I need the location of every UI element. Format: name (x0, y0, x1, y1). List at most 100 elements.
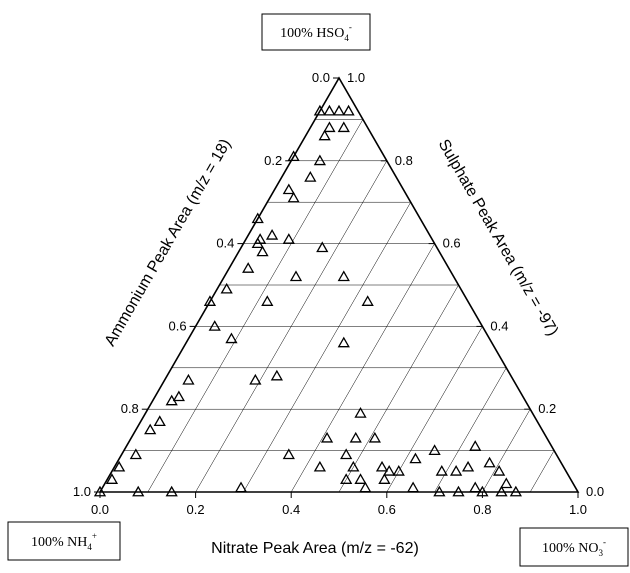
data-point (509, 485, 522, 497)
x-tick-label: 0.4 (282, 502, 300, 517)
data-point (483, 456, 496, 468)
x-tick-label: 0.8 (473, 502, 491, 517)
data-point (449, 464, 463, 476)
data-point (282, 448, 295, 460)
data-point (433, 485, 446, 497)
corner-sub: 3 (598, 548, 603, 558)
x-tick-label: 1.0 (569, 502, 587, 517)
data-point (234, 481, 248, 493)
data-point (282, 233, 295, 244)
right-tick-label: 0.8 (395, 153, 413, 168)
x-tick-label: 0.2 (187, 502, 205, 517)
data-point (452, 485, 465, 497)
left-axis-title: Ammonium Peak Area (m/z = 18) (102, 136, 235, 349)
data-point (469, 481, 482, 493)
grid-line (243, 202, 411, 493)
data-point (287, 150, 300, 162)
data-point (251, 212, 264, 224)
data-point (165, 485, 178, 497)
grid-line (386, 326, 483, 493)
data-point (323, 121, 336, 133)
x-tick-label: 0.6 (378, 502, 396, 517)
data-point (225, 332, 238, 344)
data-point (318, 129, 331, 141)
grid-line (338, 284, 459, 493)
data-point (282, 183, 295, 195)
data-point (287, 191, 300, 203)
data-point (337, 336, 350, 348)
data-point (409, 452, 422, 464)
data-point (153, 415, 166, 427)
data-point (340, 473, 353, 484)
data-point (172, 390, 185, 402)
corner-sup: - (349, 22, 352, 32)
data-point (368, 431, 381, 443)
right-tick-label: 1.0 (347, 70, 365, 85)
data-point (182, 373, 195, 385)
data-point (361, 295, 374, 306)
grid-line (482, 409, 531, 493)
data-point (406, 481, 420, 493)
corner-label: 100% NH4+ (31, 531, 97, 552)
corner-box (261, 13, 371, 51)
corner-label: 100% HSO4- (280, 22, 352, 43)
right-tick-label: 0.4 (490, 318, 508, 333)
corner-sub: 4 (344, 33, 349, 43)
data-point (242, 262, 255, 273)
data-point (469, 440, 482, 451)
left-tick-label: 0.6 (169, 318, 187, 333)
data-point (105, 473, 119, 484)
data-point (112, 460, 126, 472)
data-point (349, 431, 362, 443)
data-point (354, 407, 367, 418)
grid-line (529, 450, 555, 493)
data-point (208, 320, 221, 331)
data-point (249, 373, 262, 385)
data-point (313, 104, 327, 116)
data-point (461, 460, 475, 472)
data-point (265, 229, 279, 240)
data-point (261, 295, 274, 306)
data-point (270, 369, 283, 381)
data-point (316, 241, 329, 253)
right-tick-label: 0.0 (586, 484, 604, 499)
left-tick-label: 0.8 (121, 401, 139, 416)
data-point (337, 270, 350, 282)
data-point (428, 444, 441, 456)
data-point (495, 485, 508, 497)
left-tick-label: 0.4 (216, 236, 234, 251)
x-axis-title: Nitrate Peak Area (m/z = -62) (211, 540, 419, 557)
corner-box (519, 527, 629, 567)
data-point (392, 464, 405, 476)
data-point (93, 485, 107, 497)
left-tick-label: 0.2 (264, 153, 282, 168)
data-point (375, 460, 389, 472)
grid-line (434, 367, 507, 493)
data-point (342, 104, 355, 116)
data-point (359, 481, 372, 493)
right-tick-label: 0.6 (443, 236, 461, 251)
right-tick-label: 0.2 (538, 401, 556, 416)
data-point (313, 460, 327, 472)
corner-text: 100% HSO (280, 26, 344, 41)
corner-label: 100% NO3- (542, 537, 606, 558)
data-point (256, 245, 269, 257)
corner-text: 100% NO (542, 541, 598, 556)
data-point (132, 485, 145, 497)
data-point (340, 448, 353, 460)
data-point (354, 473, 367, 484)
left-tick-label: 0.0 (312, 70, 330, 85)
data-point (500, 477, 513, 489)
data-point (220, 282, 233, 294)
corner-box (7, 521, 121, 561)
data-point (493, 464, 506, 476)
corner-sub: 4 (87, 542, 92, 552)
grid-line (147, 119, 364, 493)
data-point (289, 270, 303, 282)
data-point (320, 431, 334, 443)
data-point (129, 448, 142, 460)
triangle-frame (98, 76, 580, 493)
data-point (378, 473, 391, 484)
data-point (347, 460, 360, 472)
